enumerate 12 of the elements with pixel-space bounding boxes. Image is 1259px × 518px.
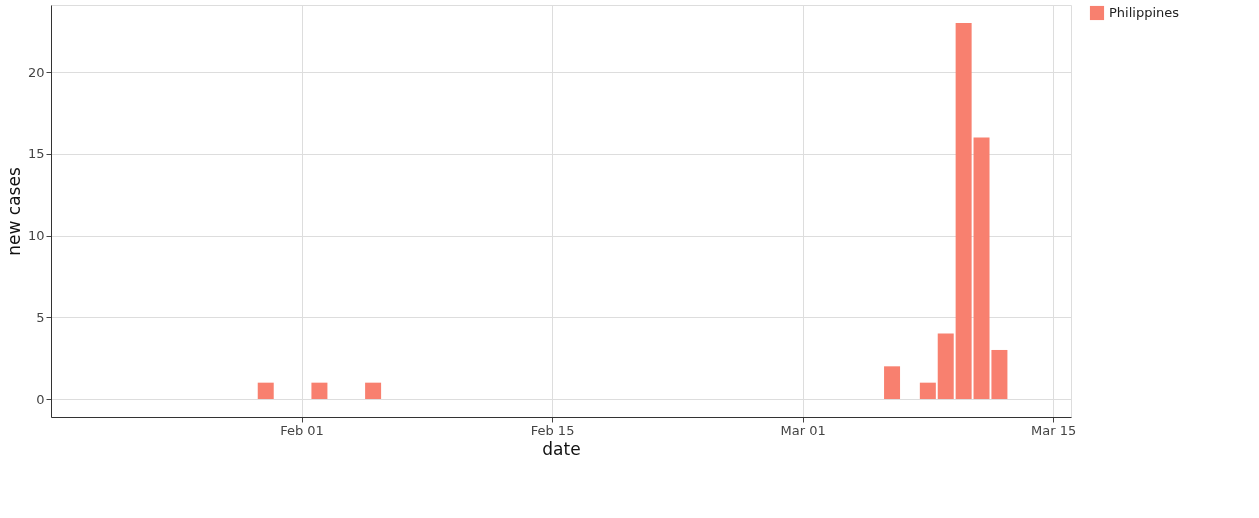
y-tick-label: 15 [27,146,45,162]
x-tick-label: Feb 01 [280,422,324,438]
y-tick-label: 10 [27,228,45,244]
x-tick-label: Mar 15 [1031,422,1077,438]
x-tick-label: Mar 01 [780,422,826,438]
x-tick-label: Feb 15 [530,422,575,438]
y-tick-label: 5 [36,309,45,325]
y-tick-label: 0 [36,391,45,407]
y-axis-title: new cases [3,167,24,256]
legend-label: Philippines [1109,5,1180,20]
x-axis-title: date [542,438,581,459]
y-tick-label: 20 [27,64,45,80]
